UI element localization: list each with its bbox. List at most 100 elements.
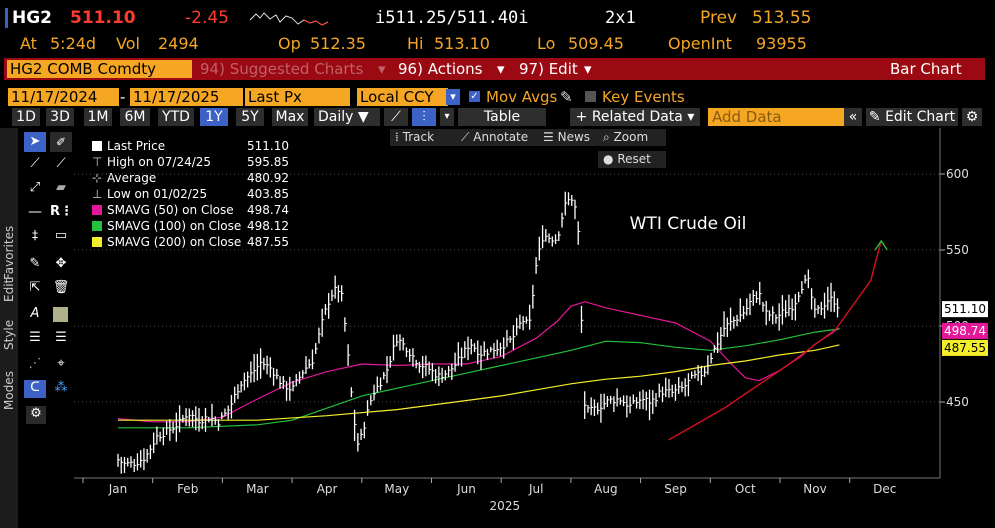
period-chevron-icon: ▼ — [357, 109, 369, 125]
crosshair-icon[interactable]: ⌖ — [57, 356, 65, 371]
legend-value: 595.85 — [247, 155, 289, 169]
color-palette-icon[interactable]: ⁂ — [54, 380, 68, 395]
end-date-input[interactable]: 11/17/2025 — [130, 88, 243, 106]
currency-select[interactable]: Local CCY — [357, 88, 448, 106]
legend-label: Last Price — [107, 139, 166, 153]
bar-chart-icon[interactable]: ⫶ — [412, 108, 436, 126]
related-data-button[interactable]: + Related Data ▾ — [570, 108, 700, 126]
vol-label: Vol — [116, 34, 140, 53]
horizontal-line-icon[interactable]: — — [28, 204, 42, 220]
annotate-label: Annotate — [473, 130, 529, 144]
dashed-line-icon[interactable]: ⋰ — [28, 356, 42, 371]
extended-line-icon[interactable]: ⤢ — [29, 180, 41, 195]
trend-arrow-head — [874, 239, 888, 251]
suggested-charts-menu[interactable]: 94) Suggested Charts — [200, 60, 364, 78]
price-tag-label: 511.10 — [944, 302, 986, 316]
add-data-input[interactable]: Add Data — [708, 108, 844, 126]
collapse-icon[interactable]: « — [844, 108, 862, 126]
open-interest-label: OpenInt — [668, 34, 732, 53]
start-date-input[interactable]: 11/17/2024 — [8, 88, 119, 106]
ray-icon[interactable]: ⟋ — [56, 156, 66, 171]
line-width-icon[interactable]: ☰ — [29, 330, 41, 345]
price-field-select[interactable]: Last Px — [245, 88, 350, 106]
delete-icon[interactable]: 🗑 — [52, 280, 70, 295]
at-label: At — [20, 34, 37, 53]
rectangle-icon[interactable]: ▭ — [54, 228, 68, 243]
currency-chevron-icon[interactable]: ▾ — [446, 89, 460, 105]
settings-gear-icon[interactable]: ⚙ — [962, 108, 982, 126]
line-style-icon[interactable]: ☰ — [55, 330, 67, 345]
legend-value: 498.12 — [247, 219, 289, 233]
open-interest-value: 93955 — [756, 34, 807, 53]
edit-chevron-icon[interactable]: ▾ — [584, 60, 592, 78]
zoom-label: Zoom — [613, 130, 649, 144]
bid-ask-size: 2x1 — [605, 8, 636, 28]
date-range-dash: - — [120, 88, 126, 106]
x-tick-label: Mar — [246, 482, 269, 496]
range-button-1y[interactable]: 1Y — [200, 108, 228, 126]
zoom-tool[interactable]: ⌕ Zoom — [598, 129, 666, 146]
range-button-6m[interactable]: 6M — [120, 108, 150, 126]
low-value: 509.45 — [568, 34, 624, 53]
chart-legend: Last Price 511.10 ⊤ High on 07/24/25 595.85… — [92, 138, 289, 250]
security-field[interactable]: HG2 COMB Comdty — [7, 60, 192, 78]
chart-type-label: Bar Chart — [890, 60, 962, 78]
annotate-icon: ⟋ — [461, 130, 470, 144]
legend-value: 498.74 — [247, 203, 289, 217]
high-value: 513.10 — [434, 34, 490, 53]
range-button-3d[interactable]: 3D — [46, 108, 74, 126]
range-button-ytd[interactable]: YTD — [158, 108, 194, 126]
legend-label: SMAVG (200) on Close — [107, 235, 242, 249]
chart-style-chevron-icon[interactable]: ▾ — [440, 108, 454, 126]
track-tool[interactable]: ⁞ Track — [390, 129, 460, 146]
range-button-1d[interactable]: 1D — [12, 108, 40, 126]
annotate-tool[interactable]: ⟋ Annotate — [456, 129, 542, 146]
move-icon[interactable]: ✥ — [55, 256, 67, 271]
news-icon: ☰ — [543, 130, 554, 144]
legend-value: 511.10 — [247, 139, 289, 153]
news-tool[interactable]: ☰ News — [538, 129, 602, 146]
suggested-chevron-icon[interactable]: ▾ — [378, 60, 386, 78]
edit-chart-button[interactable]: ✎ Edit Chart — [866, 108, 958, 126]
series-line — [117, 301, 840, 423]
legend-high: ⊤ High on 07/24/25 595.85 — [92, 154, 289, 170]
legend-value: 487.55 — [247, 235, 289, 249]
legend-average: ⊹ Average 480.92 — [92, 170, 289, 186]
legend-smavg-50: SMAVG (50) on Close 498.74 — [92, 202, 289, 218]
x-year-label: 2025 — [490, 499, 521, 513]
edit-menu[interactable]: 97) Edit — [519, 60, 578, 78]
quote-line-2: At 5:24d Vol 2494 Op 512.35 Hi 513.10 Lo… — [0, 34, 995, 54]
trend-arrow-line — [668, 240, 882, 441]
range-button-1m[interactable]: 1M — [84, 108, 112, 126]
table-button[interactable]: Table — [458, 108, 546, 126]
reset-button[interactable]: ● Reset — [598, 151, 666, 168]
retracement-icon[interactable]: R⋮ — [50, 204, 74, 219]
actions-chevron-icon[interactable]: ▾ — [497, 60, 505, 78]
actions-menu[interactable]: 96) Actions — [398, 60, 483, 78]
mov-avgs-checkbox[interactable]: ✓ — [469, 91, 480, 102]
pencil-icon[interactable]: ✎ — [560, 88, 573, 106]
fib-icon[interactable]: ‡ — [32, 228, 38, 242]
trend-line-icon[interactable]: ⟋ — [30, 156, 40, 171]
drawing-settings-icon[interactable]: ⚙ — [26, 406, 46, 424]
pen-edit-icon[interactable]: ✎ — [29, 256, 41, 271]
period-select[interactable]: Daily ▼ — [314, 108, 380, 126]
price-tag-box — [942, 322, 988, 339]
cursor-icon[interactable]: ➤ — [24, 132, 46, 152]
x-tick-label: Feb — [177, 482, 198, 496]
legend-swatch — [92, 205, 102, 215]
select-icon[interactable]: ⇱ — [29, 280, 41, 295]
key-events-label: Key Events — [602, 88, 685, 106]
key-events-checkbox[interactable] — [585, 91, 596, 102]
range-button-5y[interactable]: 5Y — [236, 108, 264, 126]
text-icon[interactable]: A — [30, 306, 40, 321]
chart-title: WTI Crude Oil — [630, 214, 747, 234]
range-button-max[interactable]: Max — [272, 108, 308, 126]
line-chart-icon[interactable]: ⟋ — [384, 108, 408, 126]
magnet-icon[interactable]: ᑕ — [24, 380, 46, 398]
fill-color-icon[interactable] — [53, 307, 68, 322]
low-marker-icon: ⊥ — [92, 187, 103, 201]
pencil-draw-icon[interactable]: ✐ — [50, 132, 72, 152]
channel-icon[interactable]: ▰ — [56, 180, 66, 195]
